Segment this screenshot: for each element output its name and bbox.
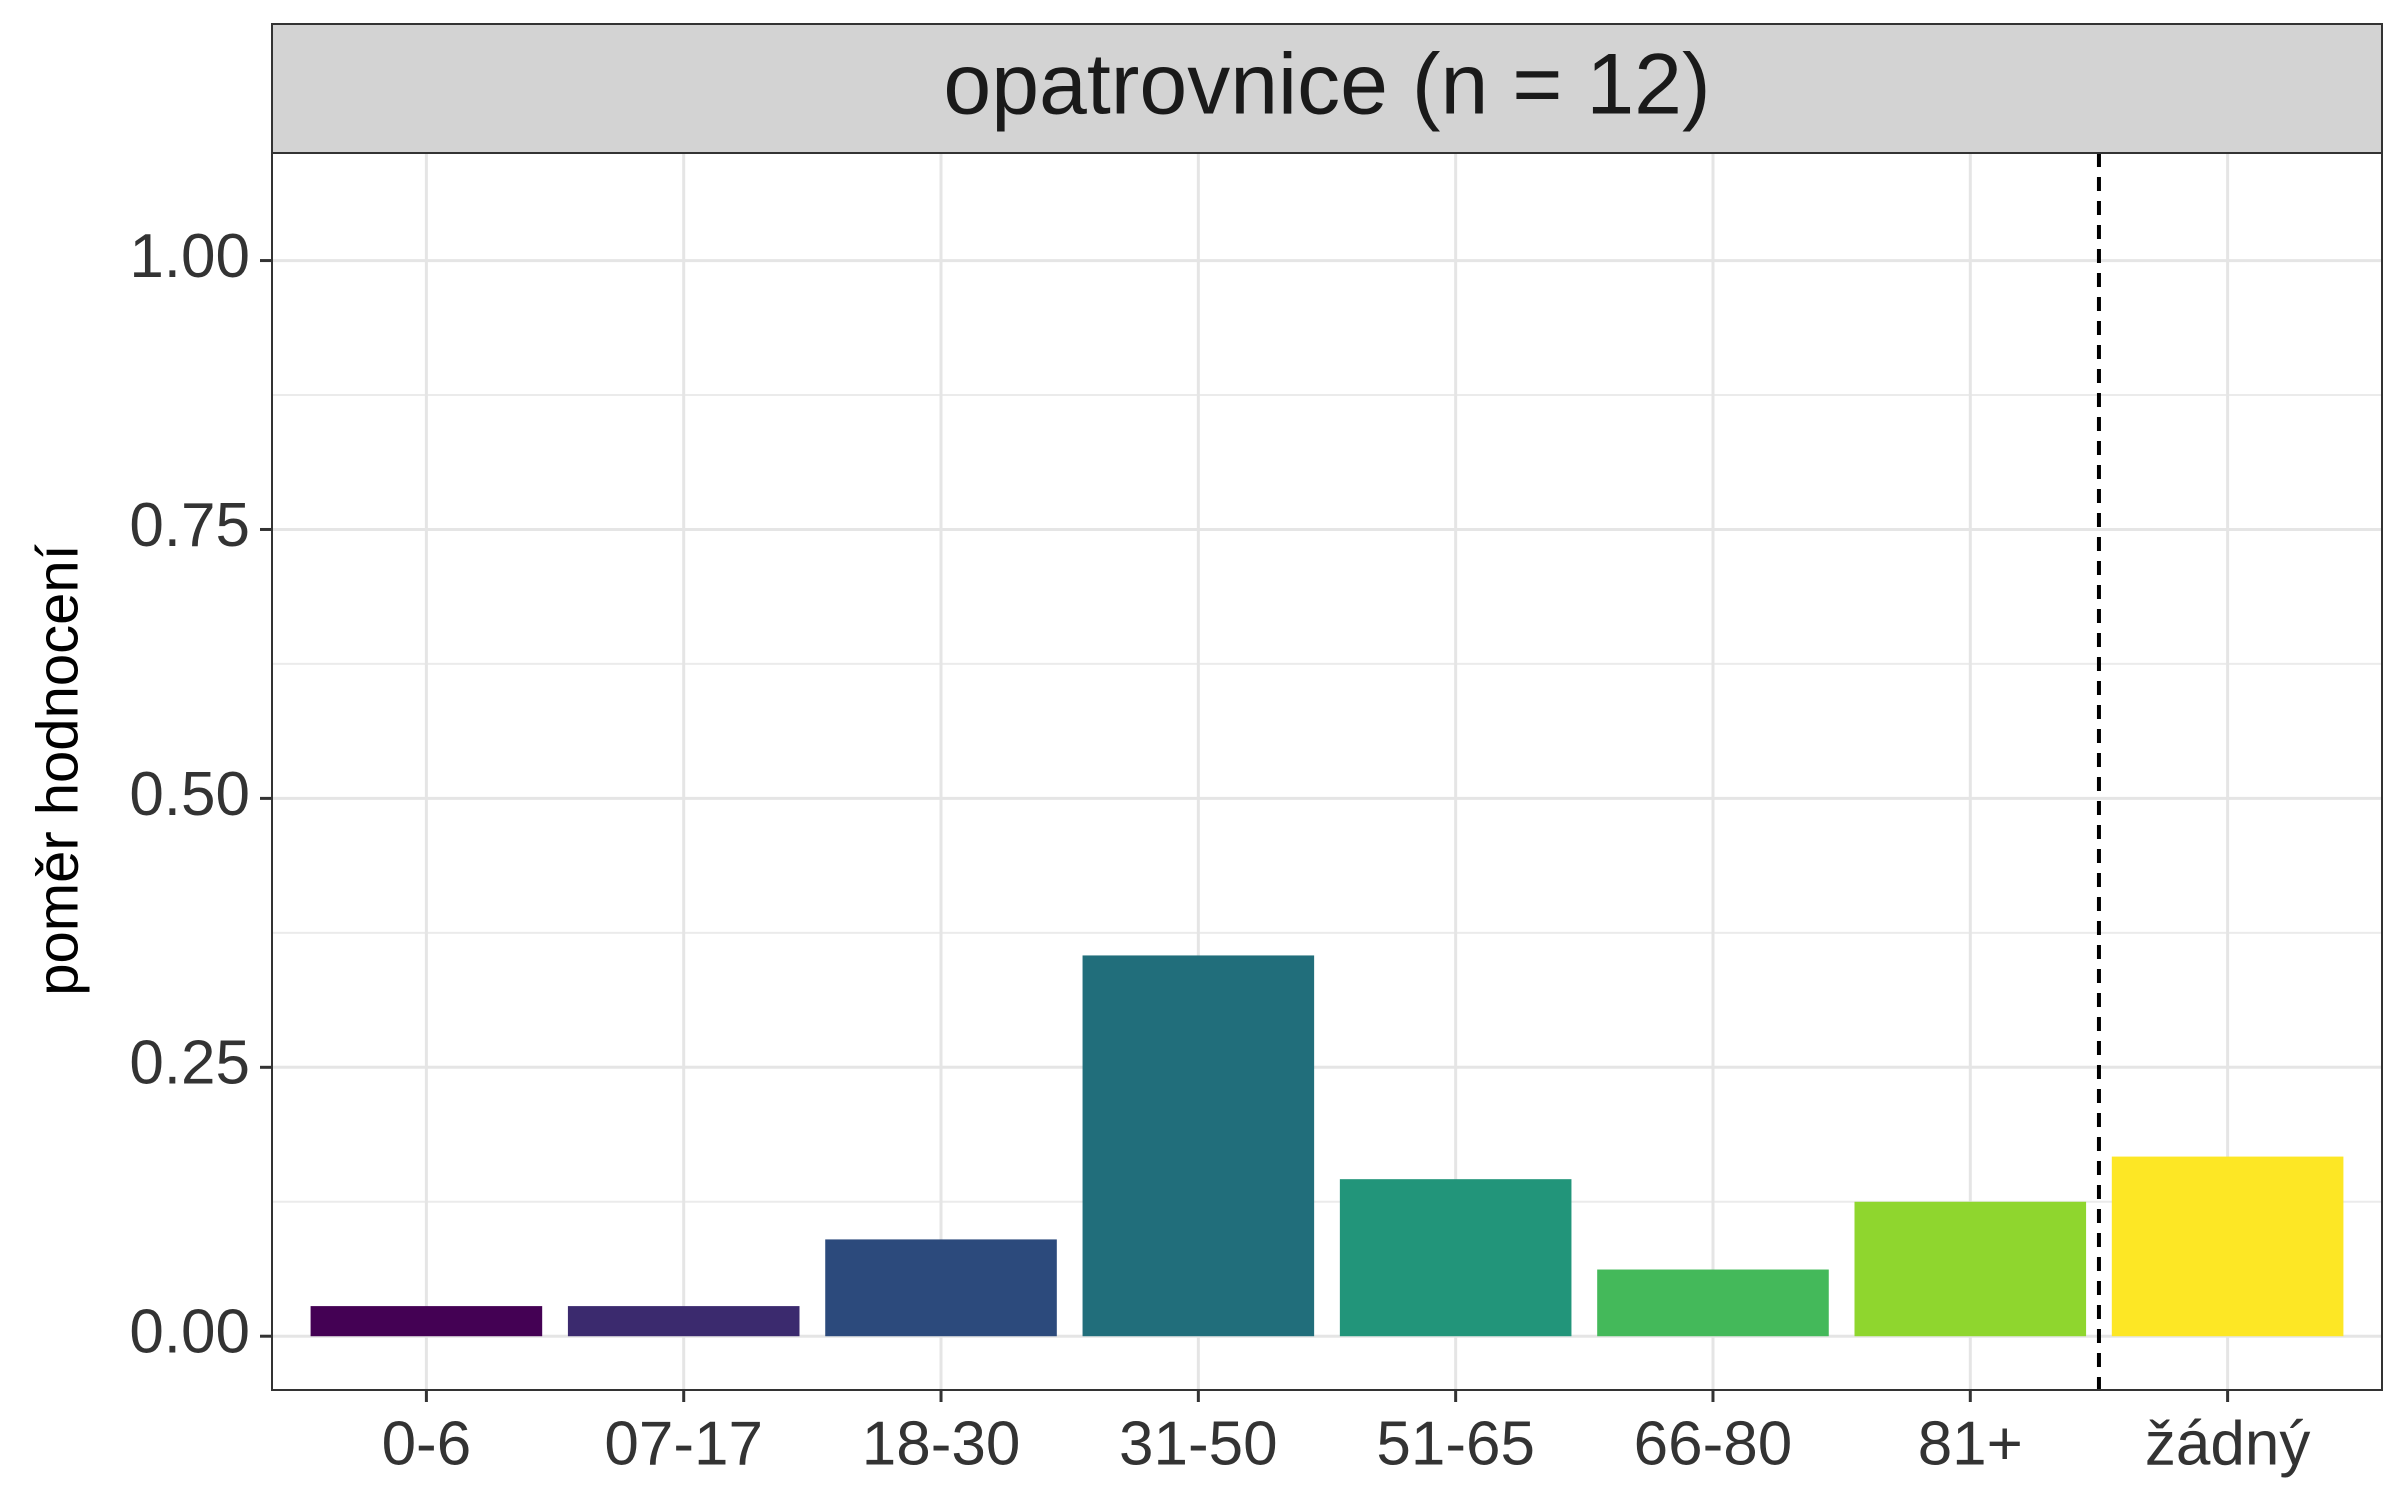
y-tick-label: 0.25 (129, 1029, 250, 1098)
x-tick-label: 31-50 (1119, 1409, 1278, 1478)
x-tick-label: 66-80 (1634, 1409, 1793, 1478)
x-tick-label: žádný (2145, 1409, 2310, 1478)
axis-layer: 0.00 0.25 0.50 0.75 1.00 0-6 07-17 18-30 31-50 51… (129, 222, 2310, 1478)
bar-51-65 (1339, 1179, 1572, 1337)
bar-66-80 (1597, 1269, 1829, 1337)
y-axis-label: poměr hodnocení (25, 544, 90, 995)
bar-81+ (1854, 1201, 2087, 1337)
x-tick-label: 81+ (1918, 1409, 2023, 1478)
x-tick-label: 0-6 (382, 1409, 472, 1478)
y-tick-label: 0.00 (129, 1298, 250, 1367)
bar-07-17 (567, 1306, 800, 1337)
facet-label: opatrovnice (n = 12) (943, 37, 1710, 133)
y-tick-label: 0.50 (129, 760, 250, 829)
bar-0-6 (310, 1306, 543, 1337)
bar-31-50 (1082, 955, 1315, 1337)
bar-žádný (2111, 1156, 2344, 1337)
facet-strip (271, 23, 2383, 154)
x-tick-label: 07-17 (604, 1409, 763, 1478)
x-tick-label: 18-30 (862, 1409, 1021, 1478)
x-tick-label: 51-65 (1376, 1409, 1535, 1478)
y-tick-label: 0.75 (129, 491, 250, 560)
bars-layer (310, 955, 2344, 1337)
y-tick-label: 1.00 (129, 222, 250, 291)
plot-panel (272, 153, 2382, 1390)
bar-18-30 (825, 1239, 1057, 1337)
